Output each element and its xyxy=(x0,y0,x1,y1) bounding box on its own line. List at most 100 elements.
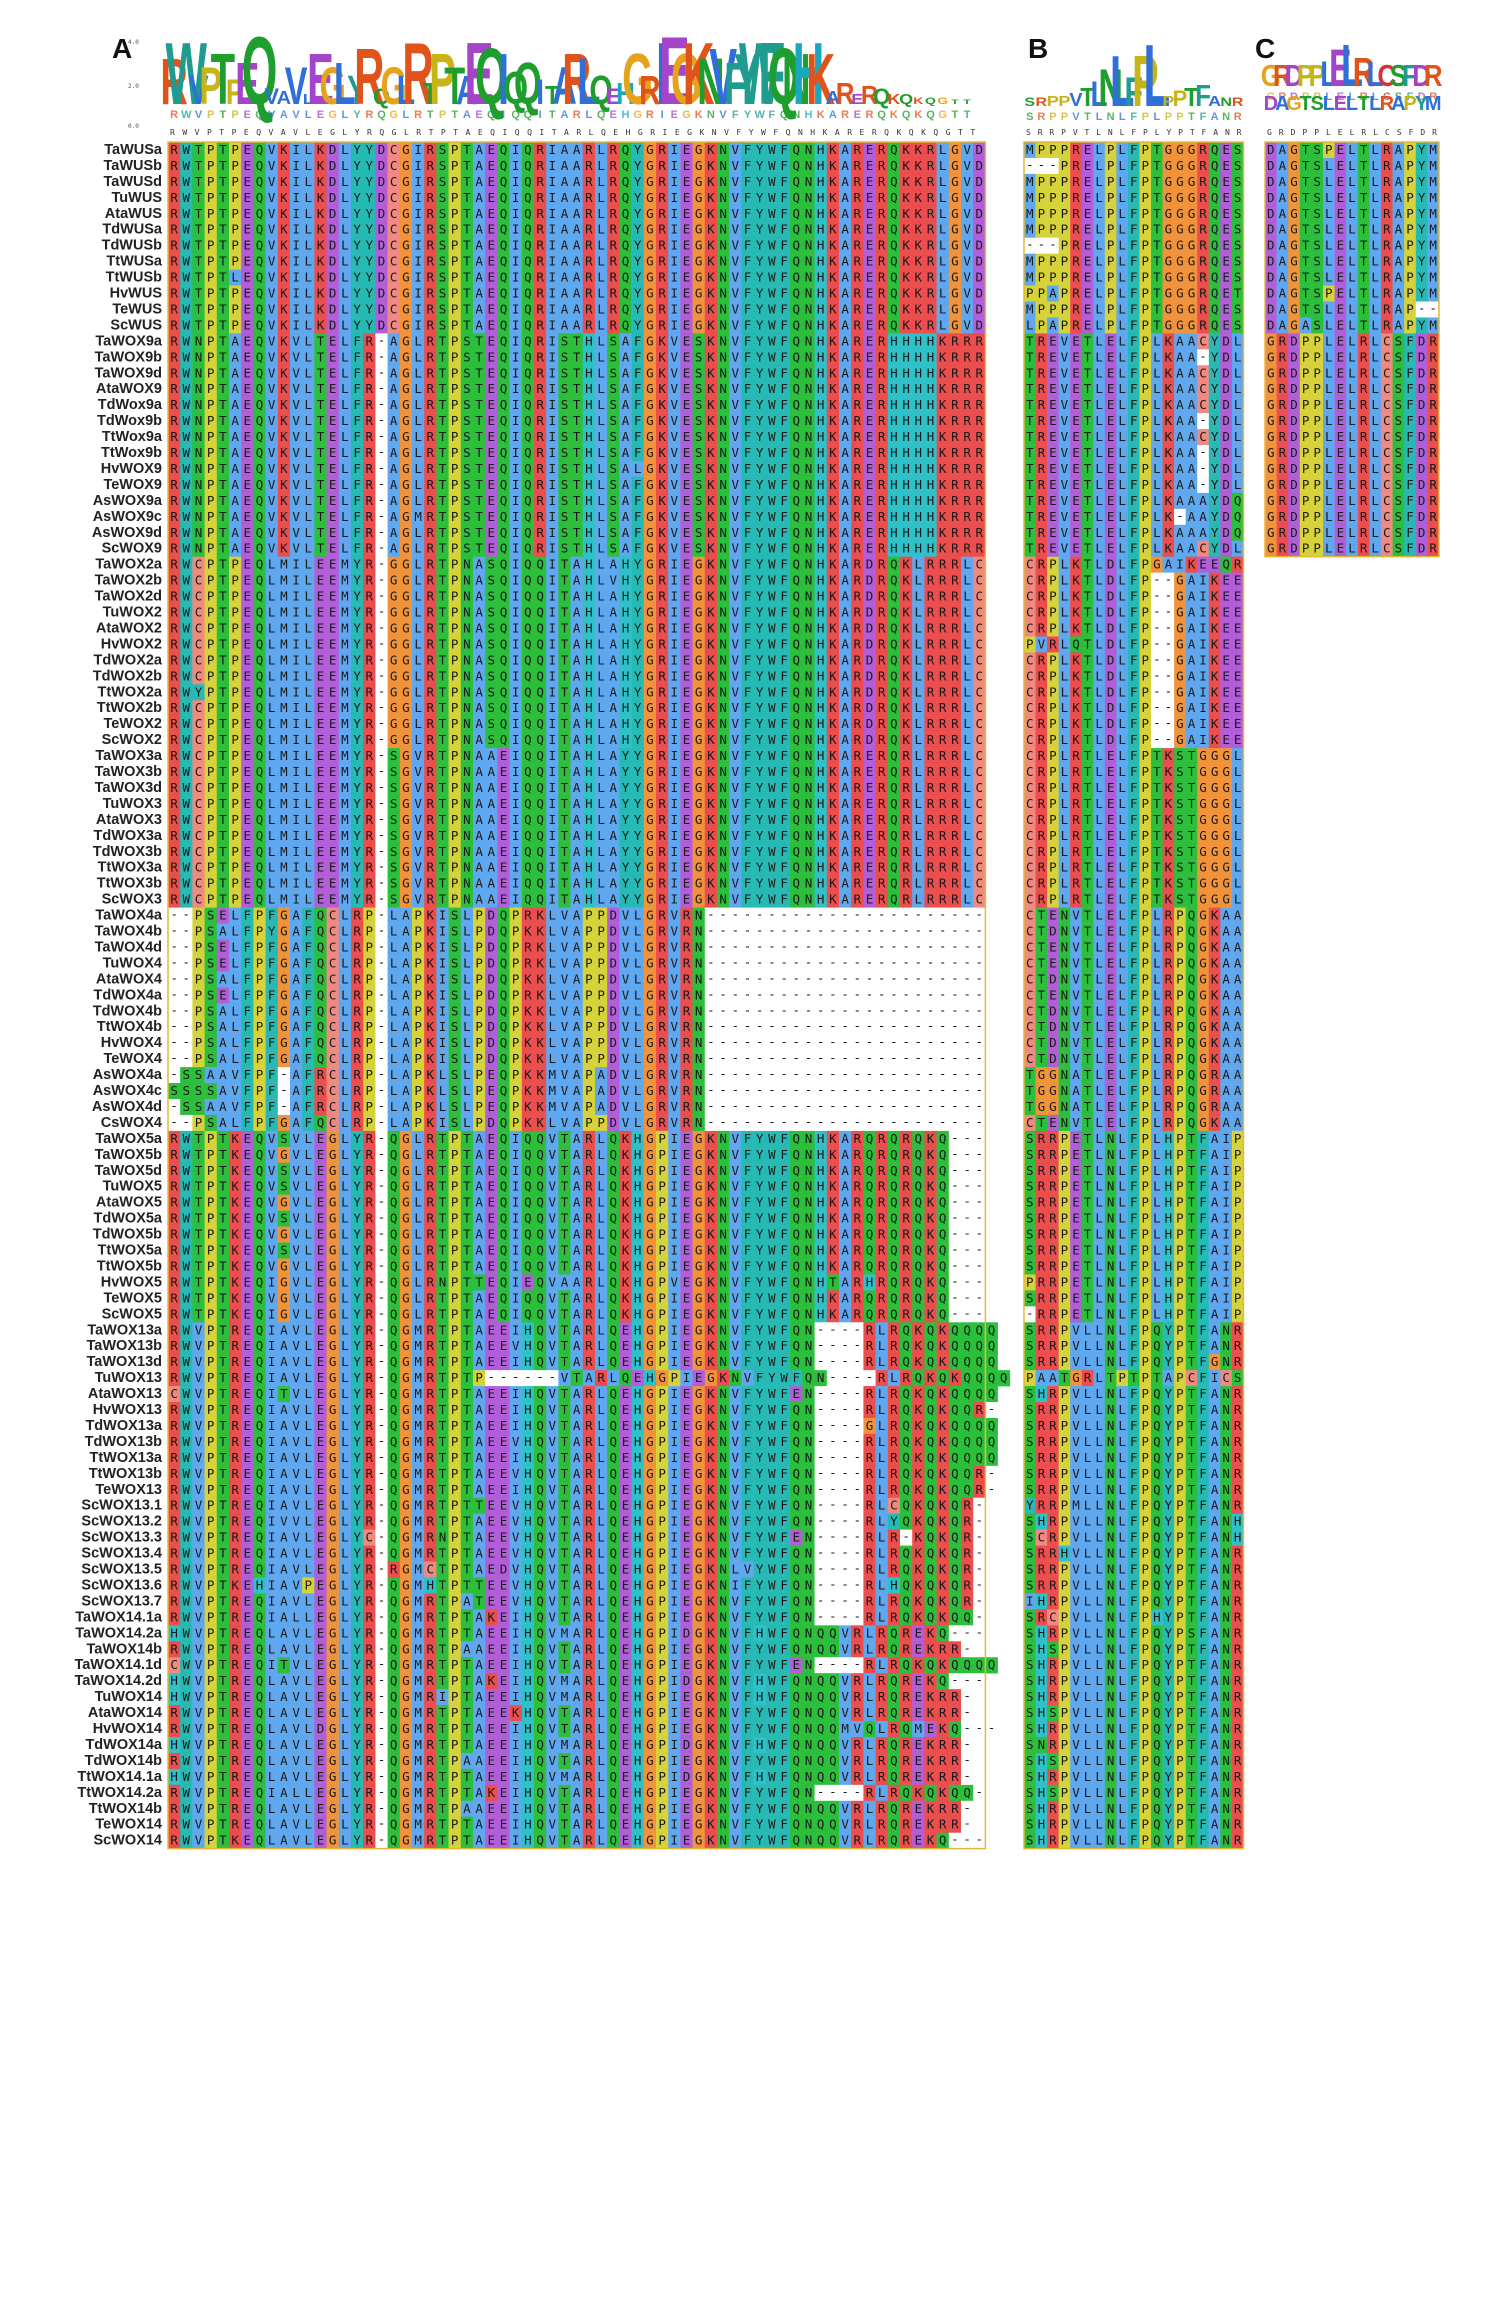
residue-letter: Q xyxy=(524,493,532,508)
residue-letter: Y xyxy=(756,493,764,508)
residue-letter: A xyxy=(475,317,483,332)
residue-letter: W xyxy=(768,477,776,492)
residue-letter: W xyxy=(768,174,776,189)
residue-letter: F xyxy=(780,493,788,508)
residue-letter: D xyxy=(378,174,386,189)
residue-letter: G xyxy=(402,605,410,620)
residue-letter: D xyxy=(329,317,337,332)
residue-letter: Q xyxy=(622,206,630,221)
residue-letter: N xyxy=(719,413,727,428)
residue-letter: L xyxy=(414,477,422,492)
residue-letter: Q xyxy=(500,206,508,221)
residue-letter: R xyxy=(366,652,374,667)
residue-letter: Y xyxy=(756,349,764,364)
residue-letter: V xyxy=(671,349,679,364)
residue-letter: T xyxy=(463,142,471,157)
residue-letter: K xyxy=(829,254,837,269)
residue-letter: K xyxy=(829,397,837,412)
residue-letter: F xyxy=(780,573,788,588)
residue-letter: W xyxy=(183,270,191,285)
residue-letter: K xyxy=(915,317,923,332)
residue-letter: Q xyxy=(256,509,264,524)
residue-letter: N xyxy=(805,301,813,316)
residue-letter: R xyxy=(976,445,984,460)
residue-letter: T xyxy=(475,477,483,492)
residue-letter: H xyxy=(585,349,593,364)
residue-letter: T xyxy=(219,381,227,396)
residue-letter: V xyxy=(268,190,276,205)
residue-letter: T xyxy=(573,509,581,524)
residue-letter: Q xyxy=(500,668,508,683)
residue-letter: E xyxy=(329,477,337,492)
residue-letter: P xyxy=(451,190,459,205)
residue-letter: N xyxy=(719,557,727,572)
residue-letter: L xyxy=(305,158,313,173)
residue-letter: Q xyxy=(256,477,264,492)
residue-letter: I xyxy=(292,557,300,572)
residue-letter: A xyxy=(573,668,581,683)
residue-letter: W xyxy=(183,557,191,572)
residue-letter: A xyxy=(573,620,581,635)
residue-letter: S xyxy=(488,557,496,572)
residue-letter: V xyxy=(268,142,276,157)
residue-letter: T xyxy=(195,222,203,237)
residue-letter: L xyxy=(268,605,276,620)
residue-letter: R xyxy=(854,620,862,635)
residue-letter: R xyxy=(878,365,886,380)
residue-letter: R xyxy=(585,286,593,301)
residue-letter: Y xyxy=(756,461,764,476)
residue-letter: R xyxy=(963,445,971,460)
residue-letter: R xyxy=(878,206,886,221)
residue-letter: F xyxy=(744,668,752,683)
residue-letter: K xyxy=(280,174,288,189)
residue-letter: E xyxy=(317,573,325,588)
residue-letter: R xyxy=(427,301,435,316)
residue-letter: Q xyxy=(524,636,532,651)
residue-letter: K xyxy=(317,158,325,173)
residue-letter: R xyxy=(427,589,435,604)
residue-letter: N xyxy=(719,636,727,651)
residue-letter: F xyxy=(780,557,788,572)
residue-letter: G xyxy=(390,636,398,651)
residue-letter: S xyxy=(610,429,618,444)
residue-letter: A xyxy=(610,589,618,604)
residue-letter: L xyxy=(268,636,276,651)
residue-letter: G xyxy=(951,238,959,253)
residue-letter: N xyxy=(195,477,203,492)
sequence-name: HvWOX9 xyxy=(101,461,162,477)
residue-letter: L xyxy=(414,620,422,635)
residue-letter: Q xyxy=(890,620,898,635)
residue-letter: F xyxy=(780,684,788,699)
residue-letter: P xyxy=(451,605,459,620)
residue-letter: P xyxy=(451,684,459,699)
sequence-name: TdWOX2b xyxy=(93,668,162,684)
residue-letter: S xyxy=(610,381,618,396)
residue-letter: R xyxy=(951,413,959,428)
residue-letter: Y xyxy=(195,684,203,699)
residue-letter: H xyxy=(622,605,630,620)
residue-letter: I xyxy=(512,254,520,269)
residue-letter: R xyxy=(854,254,862,269)
residue-letter: H xyxy=(622,589,630,604)
residue-letter: A xyxy=(841,525,849,540)
residue-letter: F xyxy=(780,413,788,428)
residue-letter: R xyxy=(951,381,959,396)
residue-letter: S xyxy=(610,541,618,556)
residue-letter: W xyxy=(768,349,776,364)
residue-letter: K xyxy=(280,429,288,444)
residue-letter: E xyxy=(683,206,691,221)
logo-letter: P xyxy=(1047,93,1059,109)
residue-letter: R xyxy=(854,206,862,221)
residue-letter: T xyxy=(573,541,581,556)
logo-letter-minor: V xyxy=(292,109,300,121)
residue-letter: N xyxy=(463,668,471,683)
residue-letter: Q xyxy=(793,158,801,173)
residue-letter: E xyxy=(244,684,252,699)
residue-letter: S xyxy=(439,317,447,332)
residue-letter: Q xyxy=(793,174,801,189)
residue-letter: R xyxy=(610,254,618,269)
residue-letter: T xyxy=(561,652,569,667)
residue-letter: W xyxy=(183,541,191,556)
residue-letter: I xyxy=(512,270,520,285)
residue-letter: V xyxy=(732,238,740,253)
